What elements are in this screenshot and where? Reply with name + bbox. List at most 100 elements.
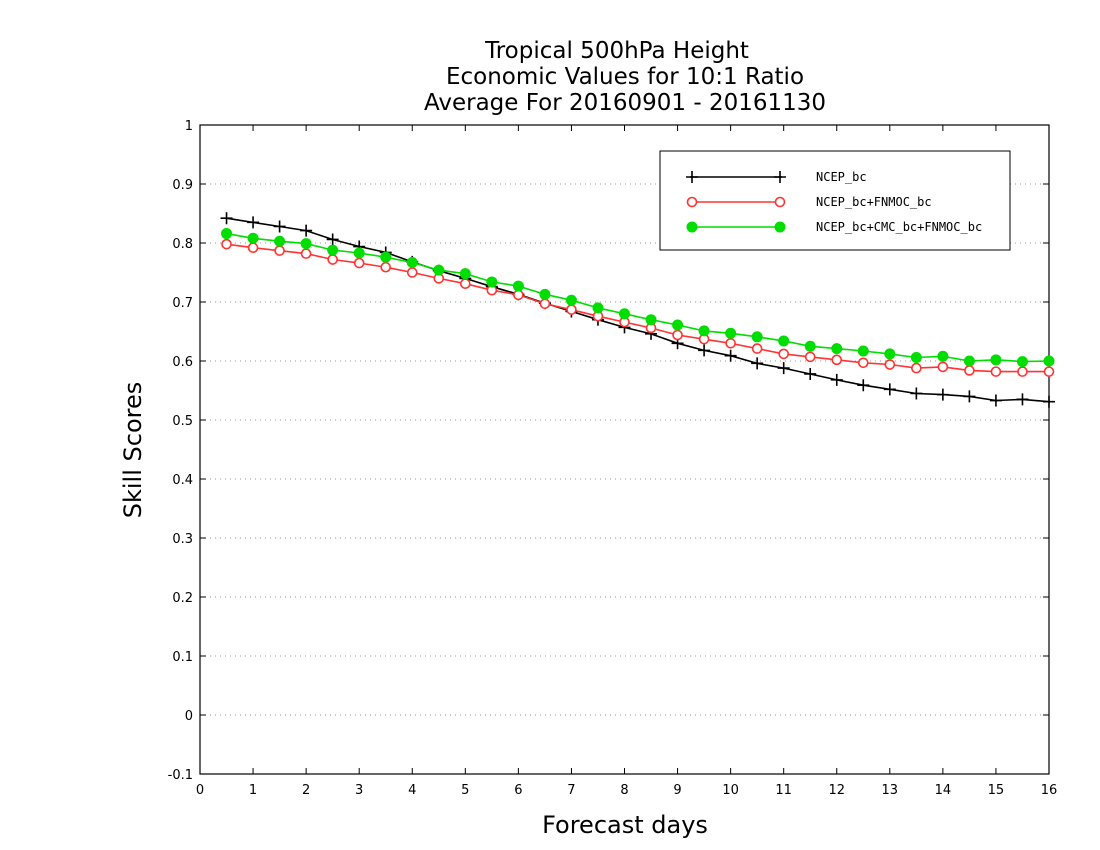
data-point bbox=[883, 383, 896, 396]
data-point bbox=[512, 280, 524, 292]
data-point bbox=[698, 325, 710, 337]
data-point bbox=[963, 355, 975, 367]
data-point bbox=[910, 351, 922, 363]
data-point bbox=[1043, 395, 1055, 408]
x-tick-label: 9 bbox=[673, 783, 681, 798]
legend-label: NCEP_bc+CMC_bc+FNMOC_bc bbox=[816, 220, 982, 234]
legend: NCEP_bc NCEP_bc+FNMOC_bc NCEP_bc+CMC_bc+FN… bbox=[659, 150, 1011, 251]
x-tick-label: 8 bbox=[620, 783, 628, 798]
data-point bbox=[1017, 366, 1028, 377]
data-point bbox=[686, 196, 698, 208]
data-point bbox=[774, 196, 786, 208]
data-point bbox=[777, 362, 790, 375]
data-point bbox=[778, 335, 790, 347]
data-point bbox=[672, 329, 683, 341]
data-point bbox=[274, 245, 285, 256]
x-tick-label: 16 bbox=[1041, 783, 1058, 798]
data-point bbox=[327, 244, 339, 256]
y-tick-label: 0.5 bbox=[172, 414, 193, 429]
y-axis-ticks: -0.1 0 0.1 0.2 0.3 0.4 0.5 0.6 0.7 0.8 0.9 1 bbox=[168, 119, 1049, 783]
data-point bbox=[857, 379, 870, 392]
data-point bbox=[884, 348, 896, 360]
x-tick-label: 4 bbox=[408, 783, 416, 798]
x-tick-label: 3 bbox=[355, 783, 363, 798]
data-point bbox=[353, 257, 365, 269]
data-point bbox=[565, 294, 577, 306]
data-point bbox=[353, 247, 365, 259]
y-tick-label: -0.1 bbox=[168, 768, 193, 783]
x-tick-label: 14 bbox=[935, 783, 952, 798]
data-point bbox=[300, 224, 313, 237]
y-tick-label: 0 bbox=[185, 709, 193, 724]
data-point bbox=[1016, 356, 1028, 368]
data-point bbox=[937, 350, 949, 362]
data-point bbox=[936, 388, 949, 401]
data-point bbox=[221, 228, 233, 240]
data-point bbox=[804, 351, 816, 363]
data-point bbox=[539, 298, 551, 310]
data-point bbox=[990, 354, 1002, 366]
data-point bbox=[698, 344, 711, 357]
data-point bbox=[751, 331, 763, 343]
title-line-2: Economic Values for 10:1 Ratio bbox=[446, 64, 804, 90]
data-point bbox=[831, 343, 843, 355]
x-tick-label: 12 bbox=[828, 783, 845, 798]
data-point bbox=[380, 251, 392, 263]
data-point bbox=[751, 357, 764, 370]
data-point bbox=[1043, 355, 1055, 367]
y-tick-label: 1 bbox=[185, 119, 193, 134]
data-point bbox=[592, 302, 604, 314]
y-tick-label: 0.3 bbox=[172, 532, 193, 547]
data-point bbox=[460, 278, 471, 290]
data-point bbox=[433, 264, 445, 276]
data-point bbox=[778, 348, 789, 360]
y-tick-label: 0.6 bbox=[172, 355, 193, 370]
data-point bbox=[724, 349, 737, 362]
data-point bbox=[406, 256, 418, 268]
x-tick-label: 10 bbox=[722, 783, 739, 798]
y-tick-label: 0.2 bbox=[172, 591, 193, 606]
data-point bbox=[300, 238, 312, 250]
data-point bbox=[273, 220, 286, 233]
data-point bbox=[831, 354, 843, 366]
x-tick-label: 11 bbox=[775, 783, 792, 798]
data-point bbox=[774, 221, 786, 233]
series-lines bbox=[220, 212, 1055, 408]
data-point bbox=[672, 319, 684, 331]
data-point bbox=[221, 238, 232, 250]
data-point bbox=[725, 327, 737, 339]
data-point bbox=[327, 254, 338, 265]
y-tick-label: 0.9 bbox=[172, 178, 193, 193]
data-point bbox=[964, 365, 975, 376]
series-line bbox=[226, 243, 1049, 373]
data-point bbox=[1016, 393, 1029, 406]
data-point bbox=[513, 289, 524, 301]
legend-label: NCEP_bc+FNMOC_bc bbox=[816, 195, 932, 209]
y-tick-label: 0.8 bbox=[172, 237, 193, 252]
data-point bbox=[220, 212, 233, 225]
title-line-3: Average For 20160901 - 20161130 bbox=[424, 90, 826, 116]
title-line-1: Tropical 500hPa Height bbox=[484, 38, 749, 64]
data-point bbox=[804, 340, 816, 352]
y-tick-label: 0.4 bbox=[172, 473, 193, 488]
data-point bbox=[247, 242, 259, 254]
data-point bbox=[989, 394, 1002, 407]
y-tick-label: 0.7 bbox=[172, 296, 193, 311]
data-point bbox=[300, 248, 312, 259]
data-point bbox=[884, 359, 896, 370]
chart-title: Tropical 500hPa Height Economic Values f… bbox=[424, 38, 826, 116]
data-point bbox=[774, 171, 786, 183]
data-point bbox=[990, 366, 1002, 377]
y-tick-label: 0.1 bbox=[172, 650, 193, 665]
data-point bbox=[686, 171, 698, 183]
data-point bbox=[725, 337, 736, 349]
x-tick-label: 7 bbox=[567, 783, 575, 798]
x-axis-label: Forecast days bbox=[542, 811, 708, 839]
x-tick-label: 6 bbox=[514, 783, 522, 798]
data-point bbox=[686, 221, 698, 233]
legend-label: NCEP_bc bbox=[816, 170, 867, 184]
x-tick-label: 1 bbox=[249, 783, 257, 798]
x-tick-label: 13 bbox=[882, 783, 899, 798]
data-point bbox=[326, 233, 339, 246]
